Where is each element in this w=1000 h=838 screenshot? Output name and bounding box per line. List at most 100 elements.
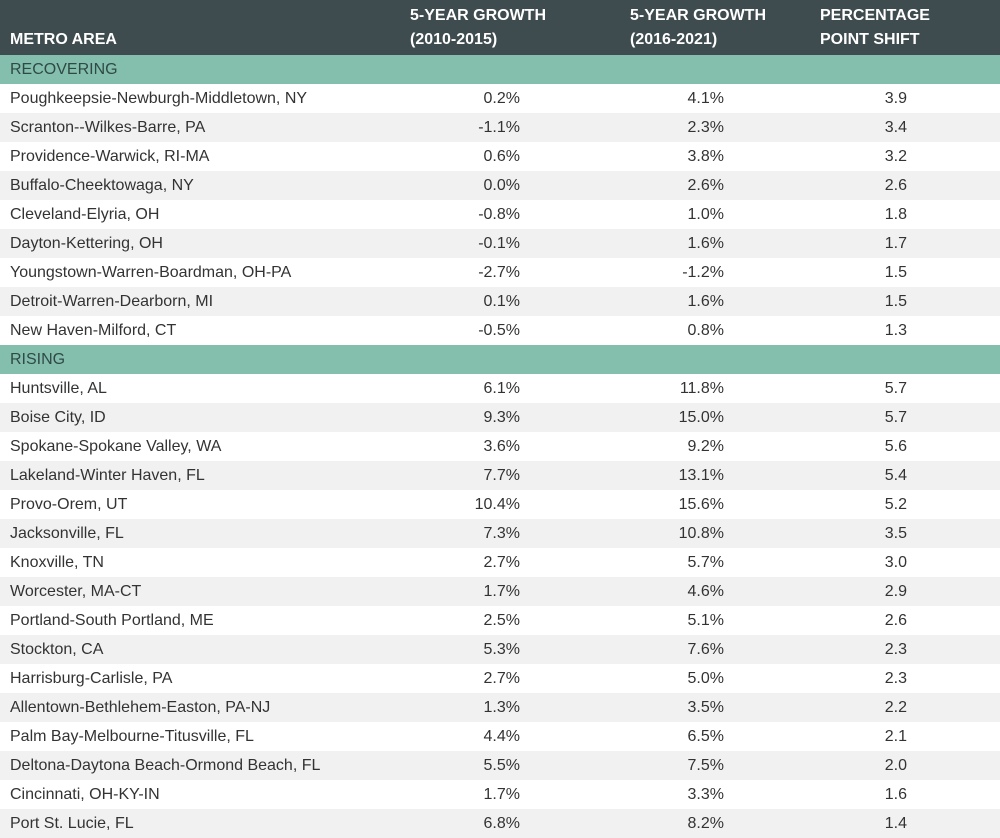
header-growth-2016-2021: 5-YEAR GROWTH (2016-2021): [630, 7, 766, 48]
growth-2016-2021-cell: 5.7%: [687, 553, 724, 571]
growth-2016-2021-cell: 15.6%: [678, 495, 724, 513]
growth-2016-2021-cell: 11.8%: [679, 379, 724, 397]
table-row: Portland-South Portland, ME 2.5% 5.1% 2.6: [0, 606, 1000, 635]
growth-2010-2015-cell: -2.7%: [478, 263, 520, 281]
table-row: Knoxville, TN 2.7% 5.7% 3.0: [0, 548, 1000, 577]
metro-name-cell: Knoxville, TN: [10, 553, 104, 571]
table-row: Allentown-Bethlehem-Easton, PA-NJ 1.3% 3.5…: [0, 693, 1000, 722]
table-row: Harrisburg-Carlisle, PA 2.7% 5.0% 2.3: [0, 664, 1000, 693]
growth-2010-2015-cell: 2.5%: [483, 611, 520, 629]
growth-2010-2015-cell: -1.1%: [478, 118, 520, 136]
percentage-point-shift-cell: 5.7: [884, 379, 907, 397]
metro-name-cell: Stockton, CA: [10, 640, 104, 658]
metro-name-cell: Providence-Warwick, RI-MA: [10, 147, 210, 165]
percentage-point-shift-cell: 1.5: [884, 292, 907, 310]
growth-2016-2021-cell: 2.6%: [687, 176, 724, 194]
growth-2016-2021-cell: 8.2%: [687, 814, 724, 832]
percentage-point-shift-cell: 2.6: [884, 611, 907, 629]
growth-2016-2021-cell: 9.2%: [687, 437, 724, 455]
growth-2016-2021-cell: 13.1%: [678, 466, 724, 484]
metro-name-cell: Port St. Lucie, FL: [10, 814, 134, 832]
growth-2010-2015-cell: 1.7%: [483, 785, 520, 803]
metro-name-cell: Dayton-Kettering, OH: [10, 234, 163, 252]
growth-2016-2021-cell: 10.8%: [678, 524, 724, 542]
metro-name-cell: Youngstown-Warren-Boardman, OH-PA: [10, 263, 292, 281]
growth-2010-2015-cell: 2.7%: [483, 669, 520, 687]
percentage-point-shift-cell: 3.0: [884, 553, 907, 571]
header-metro-area: METRO AREA: [10, 31, 117, 48]
percentage-point-shift-cell: 2.3: [884, 640, 907, 658]
growth-2010-2015-cell: -0.1%: [478, 234, 520, 252]
table-row: Scranton--Wilkes-Barre, PA -1.1% 2.3% 3.4: [0, 113, 1000, 142]
percentage-point-shift-cell: 3.5: [884, 524, 907, 542]
growth-2016-2021-cell: 4.1%: [687, 89, 724, 107]
metro-name-cell: Provo-Orem, UT: [10, 495, 128, 513]
table-row: Jacksonville, FL 7.3% 10.8% 3.5: [0, 519, 1000, 548]
growth-2016-2021-cell: 0.8%: [687, 321, 724, 339]
growth-2016-2021-cell: 1.6%: [687, 234, 724, 252]
growth-2016-2021-cell: 7.5%: [687, 756, 724, 774]
metro-name-cell: Spokane-Spokane Valley, WA: [10, 437, 222, 455]
table-row: Cincinnati, OH-KY-IN 1.7% 3.3% 1.6: [0, 780, 1000, 809]
growth-2010-2015-cell: 0.1%: [483, 292, 520, 310]
growth-2010-2015-cell: 7.7%: [483, 466, 520, 484]
metro-name-cell: Lakeland-Winter Haven, FL: [10, 466, 205, 484]
growth-2016-2021-cell: 1.0%: [687, 205, 724, 223]
table-row: Detroit-Warren-Dearborn, MI 0.1% 1.6% 1.5: [0, 287, 1000, 316]
growth-2010-2015-cell: 7.3%: [483, 524, 520, 542]
percentage-point-shift-cell: 1.5: [884, 263, 907, 281]
metro-name-cell: Deltona-Daytona Beach-Ormond Beach, FL: [10, 756, 321, 774]
metro-name-cell: Detroit-Warren-Dearborn, MI: [10, 292, 214, 310]
table-row: Lakeland-Winter Haven, FL 7.7% 13.1% 5.4: [0, 461, 1000, 490]
metro-name-cell: Cleveland-Elyria, OH: [10, 205, 160, 223]
table-row: Huntsville, AL 6.1% 11.8% 5.7: [0, 374, 1000, 403]
table-body: RECOVERING Poughkeepsie-Newburgh-Middleto…: [0, 55, 1000, 838]
growth-2016-2021-cell: -1.2%: [682, 263, 724, 281]
growth-2010-2015-cell: 10.4%: [474, 495, 520, 513]
section-label: RECOVERING: [10, 60, 118, 78]
growth-2010-2015-cell: 6.1%: [483, 379, 520, 397]
table-row: Port St. Lucie, FL 6.8% 8.2% 1.4: [0, 809, 1000, 838]
growth-2016-2021-cell: 7.6%: [687, 640, 724, 658]
percentage-point-shift-cell: 2.3: [884, 669, 907, 687]
section-header-rising: RISING: [0, 345, 1000, 374]
percentage-point-shift-cell: 1.8: [884, 205, 907, 223]
growth-2016-2021-cell: 2.3%: [687, 118, 724, 136]
percentage-point-shift-cell: 5.4: [884, 466, 907, 484]
percentage-point-shift-cell: 2.9: [884, 582, 907, 600]
table-row: Dayton-Kettering, OH -0.1% 1.6% 1.7: [0, 229, 1000, 258]
percentage-point-shift-cell: 1.6: [884, 785, 907, 803]
percentage-point-shift-cell: 1.7: [884, 234, 907, 252]
growth-2016-2021-cell: 3.3%: [687, 785, 724, 803]
percentage-point-shift-cell: 2.6: [884, 176, 907, 194]
percentage-point-shift-cell: 5.2: [884, 495, 907, 513]
percentage-point-shift-cell: 5.6: [884, 437, 907, 455]
percentage-point-shift-cell: 1.4: [884, 814, 907, 832]
growth-2010-2015-cell: 4.4%: [483, 727, 520, 745]
table-row: Youngstown-Warren-Boardman, OH-PA -2.7% -1…: [0, 258, 1000, 287]
percentage-point-shift-cell: 3.9: [884, 89, 907, 107]
percentage-point-shift-cell: 3.4: [884, 118, 907, 136]
metro-name-cell: Cincinnati, OH-KY-IN: [10, 785, 160, 803]
growth-2010-2015-cell: 0.0%: [483, 176, 520, 194]
metro-name-cell: Allentown-Bethlehem-Easton, PA-NJ: [10, 698, 271, 716]
growth-2010-2015-cell: 9.3%: [483, 408, 520, 426]
percentage-point-shift-cell: 3.2: [884, 147, 907, 165]
header-growth-2010-2015: 5-YEAR GROWTH (2010-2015): [410, 7, 546, 48]
table-row: Palm Bay-Melbourne-Titusville, FL 4.4% 6.5…: [0, 722, 1000, 751]
table-row: Stockton, CA 5.3% 7.6% 2.3: [0, 635, 1000, 664]
table-row: Deltona-Daytona Beach-Ormond Beach, FL 5.…: [0, 751, 1000, 780]
growth-2010-2015-cell: 5.3%: [483, 640, 520, 658]
growth-2016-2021-cell: 4.6%: [687, 582, 724, 600]
table-row: Cleveland-Elyria, OH -0.8% 1.0% 1.8: [0, 200, 1000, 229]
table-row: Boise City, ID 9.3% 15.0% 5.7: [0, 403, 1000, 432]
metro-name-cell: Harrisburg-Carlisle, PA: [10, 669, 173, 687]
metro-name-cell: Poughkeepsie-Newburgh-Middletown, NY: [10, 89, 308, 107]
growth-2010-2015-cell: 1.7%: [483, 582, 520, 600]
table-row: Provo-Orem, UT 10.4% 15.6% 5.2: [0, 490, 1000, 519]
growth-2010-2015-cell: 0.6%: [483, 147, 520, 165]
percentage-point-shift-cell: 5.7: [884, 408, 907, 426]
growth-2016-2021-cell: 5.0%: [687, 669, 724, 687]
table-row: Worcester, MA-CT 1.7% 4.6% 2.9: [0, 577, 1000, 606]
